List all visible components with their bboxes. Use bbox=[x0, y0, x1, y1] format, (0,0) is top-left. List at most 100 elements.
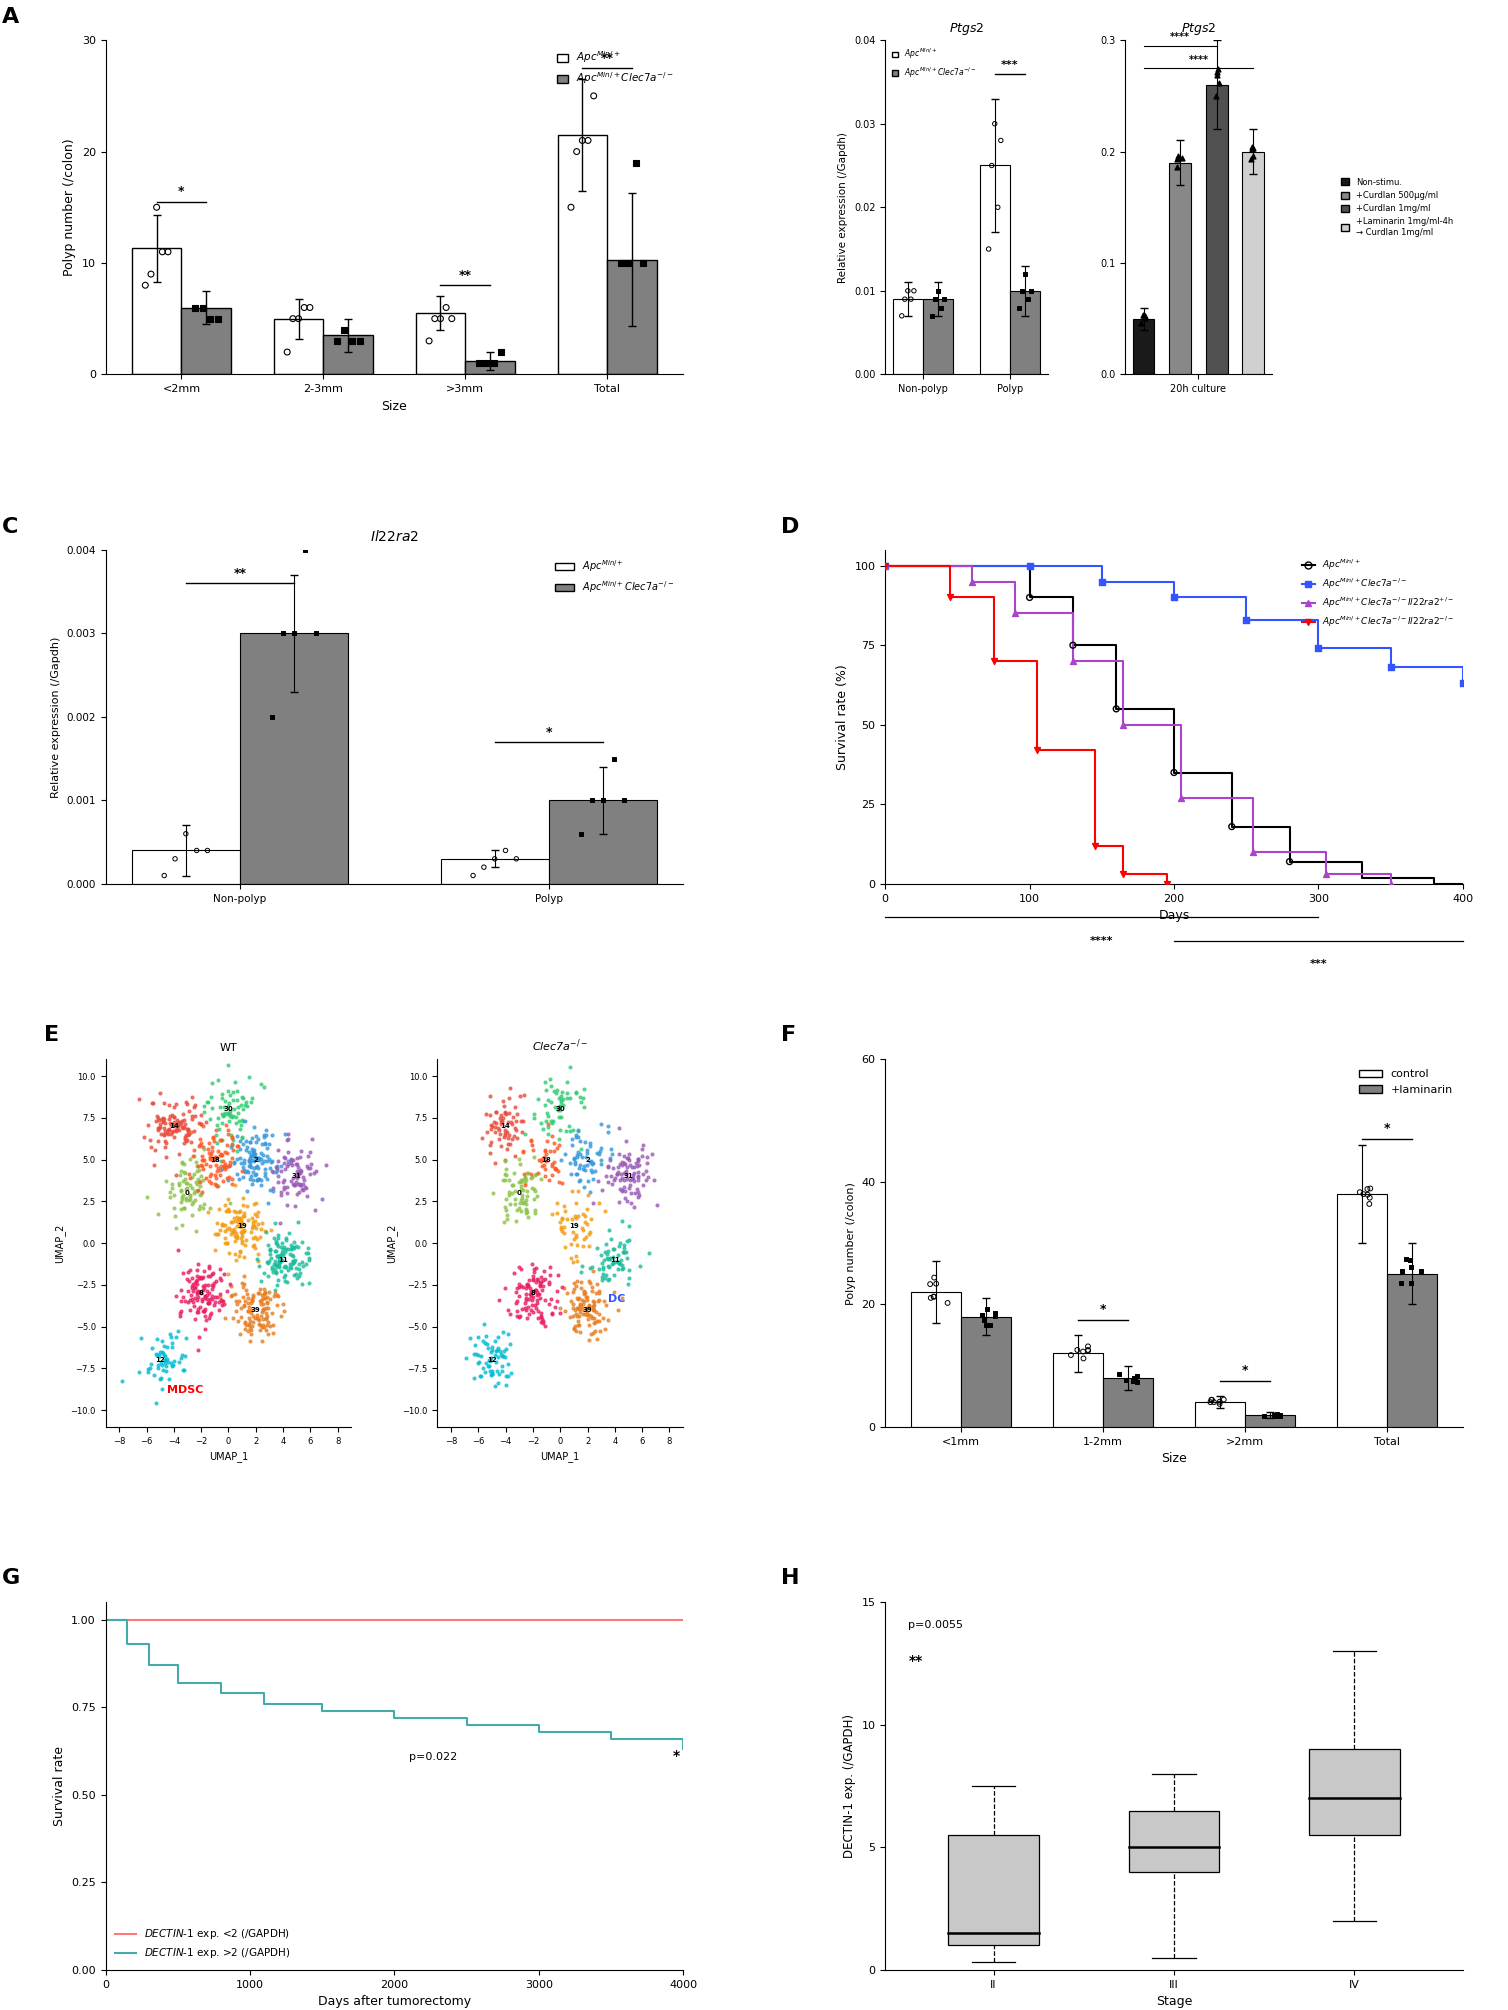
Point bbox=[288, 1140, 312, 1172]
Point bbox=[240, 1081, 264, 1114]
Point bbox=[238, 1286, 262, 1319]
Point bbox=[538, 1106, 562, 1138]
Point bbox=[246, 1222, 270, 1254]
Point bbox=[247, 1142, 271, 1174]
Point bbox=[567, 1152, 591, 1184]
Point bbox=[229, 1226, 253, 1258]
Point bbox=[1125, 1365, 1149, 1397]
Point bbox=[151, 1106, 175, 1138]
Point bbox=[235, 1132, 259, 1164]
Point bbox=[525, 1286, 549, 1319]
Point bbox=[284, 1230, 308, 1262]
Point bbox=[276, 1254, 300, 1286]
Point bbox=[489, 1339, 513, 1371]
Point bbox=[151, 1101, 175, 1134]
Point bbox=[198, 1250, 222, 1282]
Point bbox=[584, 1296, 608, 1329]
Point bbox=[267, 1246, 291, 1278]
Point bbox=[217, 1106, 241, 1138]
Point bbox=[136, 1182, 160, 1214]
Point bbox=[546, 1093, 570, 1126]
Point bbox=[1206, 66, 1231, 98]
Point bbox=[540, 1069, 564, 1101]
Point bbox=[249, 1170, 273, 1202]
Point bbox=[216, 1258, 240, 1290]
Point bbox=[623, 1166, 647, 1198]
Point bbox=[274, 1224, 299, 1256]
Point bbox=[297, 1244, 321, 1276]
Point bbox=[253, 1282, 277, 1315]
Point bbox=[192, 1272, 216, 1304]
Point bbox=[918, 1268, 942, 1300]
Point bbox=[207, 1063, 231, 1095]
Point bbox=[163, 1122, 187, 1154]
Point bbox=[172, 1355, 196, 1387]
Point bbox=[1131, 299, 1155, 332]
Point bbox=[477, 1351, 501, 1383]
Point bbox=[219, 1218, 243, 1250]
Point bbox=[267, 1238, 291, 1270]
Point bbox=[578, 1268, 602, 1300]
Point bbox=[920, 299, 944, 332]
Point bbox=[575, 1192, 599, 1224]
Point bbox=[252, 1278, 276, 1311]
Point bbox=[173, 1122, 198, 1154]
Point bbox=[229, 1220, 253, 1252]
Point bbox=[204, 1118, 228, 1150]
Point bbox=[547, 1296, 572, 1329]
Point bbox=[291, 1250, 315, 1282]
Point bbox=[231, 1106, 255, 1138]
Point bbox=[240, 1296, 264, 1329]
Point bbox=[1059, 1339, 1083, 1371]
Point bbox=[182, 1184, 207, 1216]
Point bbox=[525, 1284, 549, 1317]
Legend: $Apc^{Min/+}$, $Apc^{Min/+}Clec7a^{-/-}$: $Apc^{Min/+}$, $Apc^{Min/+}Clec7a^{-/-}$ bbox=[890, 44, 980, 82]
Text: G: G bbox=[2, 1568, 20, 1588]
Point bbox=[163, 842, 187, 874]
Point bbox=[127, 1357, 151, 1389]
Point bbox=[185, 1150, 210, 1182]
Point bbox=[645, 1190, 670, 1222]
Point bbox=[170, 1210, 195, 1242]
Point bbox=[585, 1232, 609, 1264]
Point bbox=[517, 1282, 541, 1315]
Point bbox=[477, 1345, 501, 1377]
Point bbox=[204, 1266, 228, 1298]
Point bbox=[190, 1284, 214, 1317]
Point bbox=[199, 1268, 223, 1300]
Point bbox=[600, 1138, 624, 1170]
Point bbox=[1133, 302, 1157, 334]
Point bbox=[195, 1085, 219, 1118]
Point bbox=[208, 1214, 232, 1246]
Point bbox=[199, 1168, 223, 1200]
Point bbox=[579, 1302, 603, 1335]
Text: 12: 12 bbox=[155, 1357, 164, 1363]
Point bbox=[1205, 80, 1229, 113]
Point bbox=[222, 1194, 246, 1226]
Point bbox=[145, 1339, 169, 1371]
Point bbox=[219, 1120, 243, 1152]
Point bbox=[495, 1132, 519, 1164]
Point bbox=[246, 1302, 270, 1335]
Point bbox=[609, 247, 633, 279]
Point bbox=[561, 1276, 585, 1309]
Point bbox=[192, 1260, 216, 1292]
Point bbox=[615, 1268, 639, 1300]
Point bbox=[550, 1202, 575, 1234]
Point bbox=[596, 1244, 620, 1276]
Point bbox=[219, 1280, 243, 1313]
Point bbox=[591, 1244, 615, 1276]
Point bbox=[1240, 133, 1264, 165]
Point bbox=[238, 1126, 262, 1158]
Point bbox=[157, 1089, 181, 1122]
Point bbox=[504, 1286, 528, 1319]
Point bbox=[621, 1158, 645, 1190]
Point bbox=[526, 1278, 550, 1311]
Point bbox=[566, 1136, 590, 1168]
Point bbox=[271, 1294, 296, 1327]
Point bbox=[284, 1258, 308, 1290]
Point bbox=[528, 1306, 552, 1339]
Point bbox=[179, 1099, 204, 1132]
Point bbox=[552, 1138, 576, 1170]
Point bbox=[151, 1118, 175, 1150]
